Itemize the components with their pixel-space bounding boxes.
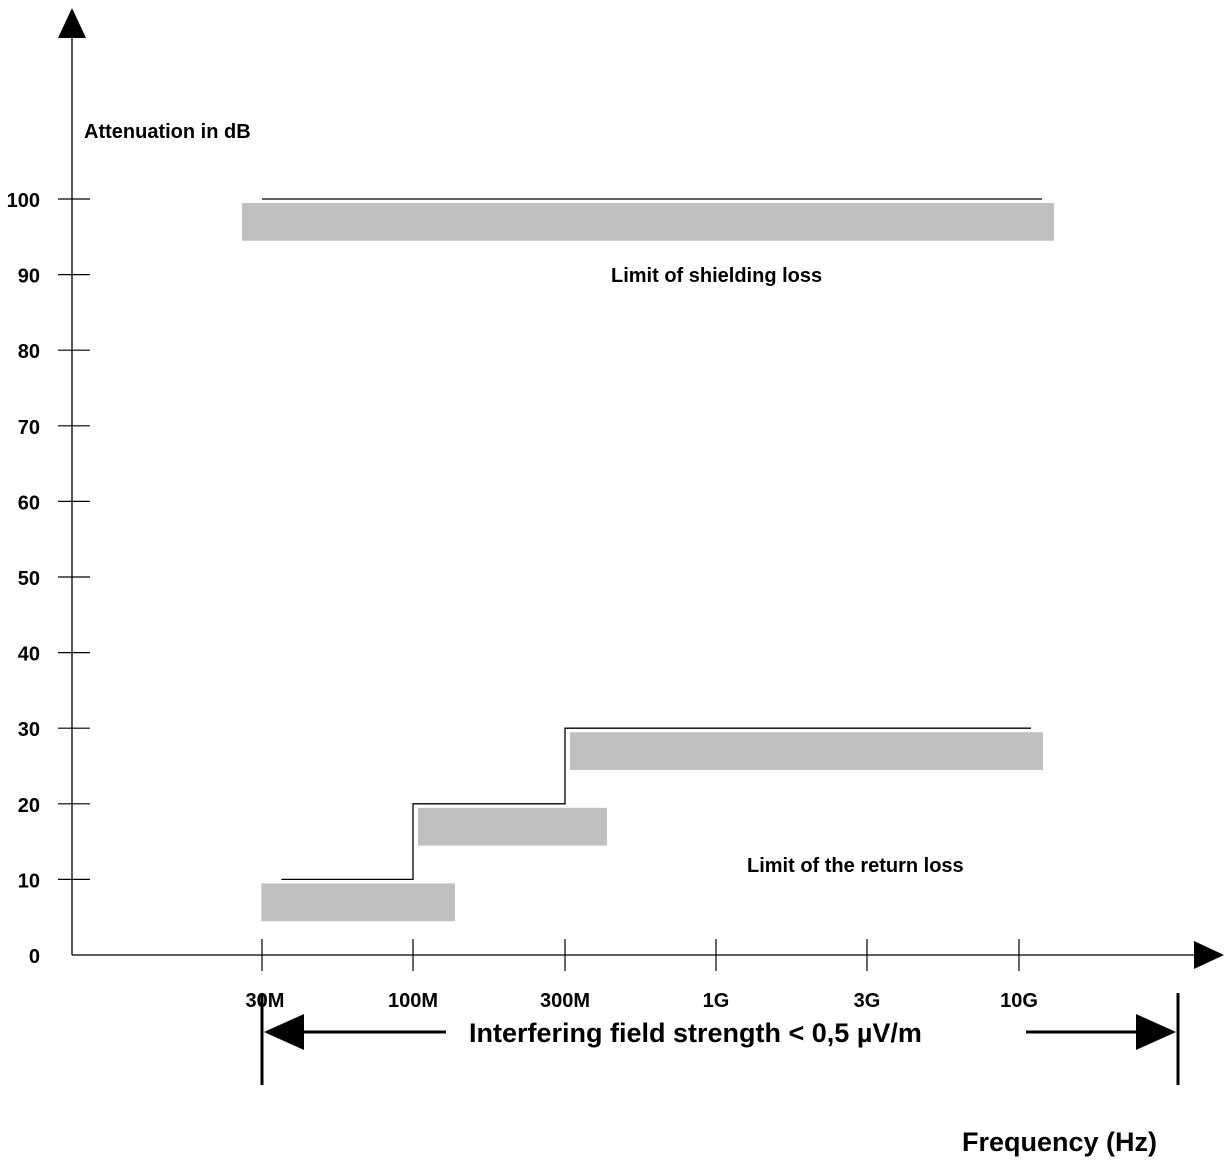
x-tick-label: 10G xyxy=(1000,990,1038,1012)
return-loss-band xyxy=(570,732,1043,770)
shielding-loss-label: Limit of shielding loss xyxy=(611,265,822,287)
range-indicator: Interfering field strength < 0,5 µV/m xyxy=(260,993,1180,1085)
y-tick-label: 70 xyxy=(18,417,40,439)
x-tick-label: 100M xyxy=(388,990,438,1012)
y-tick-label: 20 xyxy=(18,795,40,817)
range-label: Interfering field strength < 0,5 µV/m xyxy=(469,1018,922,1048)
x-axis-label: Frequency (Hz) xyxy=(962,1127,1157,1157)
return-loss-band xyxy=(418,807,607,846)
y-tick-label: 90 xyxy=(18,266,40,288)
y-tick-label: 0 xyxy=(29,946,40,968)
range-right-arrow-icon xyxy=(1136,1014,1176,1050)
y-tick-label: 80 xyxy=(18,341,40,363)
x-tick-label: 300M xyxy=(540,990,590,1012)
y-tick-label: 100 xyxy=(7,190,40,212)
x-tick-label: 30M xyxy=(246,990,285,1012)
x-ticks: 30M 100M 300M 1G 3G 10G xyxy=(246,939,1038,1012)
y-axis xyxy=(58,8,86,955)
y-tick-label: 40 xyxy=(18,644,40,666)
y-tick-label: 50 xyxy=(18,568,40,590)
x-axis xyxy=(72,941,1224,969)
y-tick-label: 30 xyxy=(18,719,40,741)
x-axis-arrow-icon xyxy=(1194,941,1224,969)
y-axis-label: Attenuation in dB xyxy=(84,121,251,143)
limit-bands xyxy=(242,203,1054,922)
x-tick-label: 3G xyxy=(854,990,881,1012)
return-loss-label: Limit of the return loss xyxy=(747,855,964,877)
y-ticks: 0 10 20 30 40 50 60 70 80 90 100 xyxy=(7,190,90,968)
y-axis-arrow-icon xyxy=(58,8,86,38)
y-tick-label: 60 xyxy=(18,492,40,514)
y-tick-label: 10 xyxy=(18,870,40,892)
return-loss-band xyxy=(261,883,455,922)
range-left-arrow-icon xyxy=(264,1014,304,1050)
return-loss-line xyxy=(281,727,1031,881)
x-tick-label: 1G xyxy=(703,990,730,1012)
shielding-loss-band xyxy=(242,203,1054,241)
limit-lines xyxy=(262,198,1042,881)
